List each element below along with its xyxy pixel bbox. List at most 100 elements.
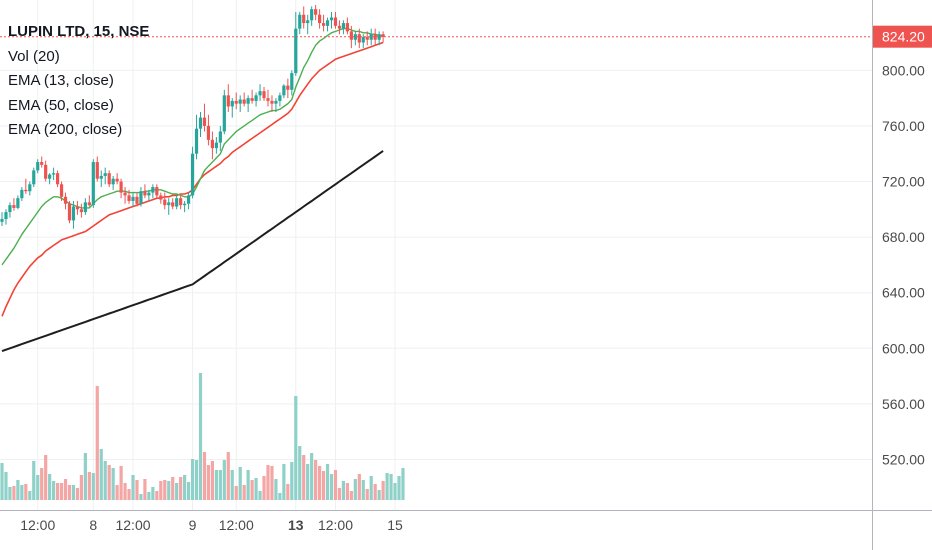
candle-body xyxy=(159,195,163,200)
candle-body xyxy=(167,202,171,206)
candle-body xyxy=(163,199,167,206)
candle-body xyxy=(75,206,80,210)
volume-bar xyxy=(143,479,147,500)
volume-bar xyxy=(63,479,68,500)
volume-bar xyxy=(373,484,377,500)
volume-bar xyxy=(32,461,36,500)
candle-body xyxy=(226,95,230,107)
candle-body xyxy=(325,20,330,26)
volume-bar xyxy=(87,472,91,500)
volume-bar xyxy=(385,473,389,500)
candle-body xyxy=(266,98,270,101)
candle-body xyxy=(4,212,8,220)
candle-body xyxy=(115,178,119,182)
volume-bar xyxy=(302,455,306,500)
candle-body xyxy=(290,73,294,90)
candle-body xyxy=(214,142,218,149)
x-tick-label: 9 xyxy=(189,517,197,533)
legend-ema13[interactable]: EMA (13, close) xyxy=(8,72,114,89)
volume-bar xyxy=(290,462,294,500)
candle-body xyxy=(321,23,326,26)
volume-bar xyxy=(119,466,123,500)
candle-body xyxy=(16,198,20,208)
volume-bar xyxy=(107,465,111,500)
volume-bar xyxy=(230,470,234,500)
y-tick-label: 600.00 xyxy=(882,340,925,356)
volume-bar xyxy=(91,473,95,500)
volume-bar xyxy=(44,455,48,500)
last-price-label: 824.20 xyxy=(882,29,925,45)
volume-bar xyxy=(369,476,373,500)
x-tick-label: 12:00 xyxy=(115,517,150,533)
candle-body xyxy=(63,196,68,204)
candle-body xyxy=(59,184,64,197)
volume-bar xyxy=(210,461,215,500)
y-tick-label: 560.00 xyxy=(882,396,925,412)
candle-body xyxy=(274,100,278,104)
volume-bar xyxy=(99,449,103,500)
candle-body xyxy=(135,196,139,204)
y-tick-label: 640.00 xyxy=(882,285,925,301)
candle-body xyxy=(365,36,369,40)
volume-bar xyxy=(155,491,159,500)
candle-body xyxy=(357,34,361,43)
y-tick-label: 520.00 xyxy=(882,451,925,467)
candle-body xyxy=(302,14,306,24)
volume-bar xyxy=(286,484,290,500)
volume-bar xyxy=(345,483,349,500)
x-tick-label: 15 xyxy=(387,517,403,533)
volume-bar xyxy=(242,485,246,500)
volume-bar xyxy=(333,470,338,500)
legend-ema200[interactable]: EMA (200, close) xyxy=(8,121,123,138)
candle-body xyxy=(270,100,274,104)
x-tick-label: 8 xyxy=(89,517,97,533)
volume-bar xyxy=(36,475,40,500)
candle-body xyxy=(353,34,357,40)
x-tick-label: 12:00 xyxy=(318,517,353,533)
candle-body xyxy=(20,189,24,199)
volume-bar xyxy=(357,474,361,500)
legend-vol[interactable]: Vol (20) xyxy=(8,47,60,65)
candle-body xyxy=(246,98,250,104)
volume-bar xyxy=(79,475,83,500)
y-tick-label: 800.00 xyxy=(882,62,925,78)
volume-bar xyxy=(8,487,12,500)
volume-bar xyxy=(389,474,393,500)
volume-bar xyxy=(139,494,143,500)
candle-body xyxy=(127,195,131,201)
volume-bar xyxy=(171,477,175,500)
candle-body xyxy=(83,202,87,213)
volume-bar xyxy=(321,471,326,500)
legend-ema50[interactable]: EMA (50, close) xyxy=(8,96,114,114)
y-tick-label: 760.00 xyxy=(882,118,925,134)
volume-bar xyxy=(151,487,155,500)
volume-bar xyxy=(393,483,397,500)
candle-body xyxy=(52,173,56,175)
volume-bar xyxy=(167,481,171,500)
candle-body xyxy=(155,187,159,196)
volume-bar xyxy=(353,479,357,500)
volume-bar xyxy=(222,460,226,500)
volume-bar xyxy=(377,490,381,500)
volume-bar xyxy=(190,459,195,500)
candle-body xyxy=(175,198,179,207)
volume-bar xyxy=(147,492,151,500)
candle-body xyxy=(198,117,203,129)
volume-bar xyxy=(294,396,298,500)
x-tick-label: 12:00 xyxy=(20,517,55,533)
candle-body xyxy=(183,203,187,206)
candle-body xyxy=(369,34,373,40)
candle-body xyxy=(349,31,353,40)
symbol-title[interactable]: LUPIN LTD, 15, NSE xyxy=(8,23,150,40)
volume-bar xyxy=(0,463,4,500)
candle-body xyxy=(377,34,381,40)
candle-body xyxy=(171,202,175,207)
candle-body xyxy=(87,202,91,206)
volume-bar xyxy=(250,480,254,500)
volume-bar xyxy=(55,483,60,500)
volume-bar xyxy=(28,491,32,500)
candle-body xyxy=(95,162,99,179)
candle-body xyxy=(103,173,107,176)
